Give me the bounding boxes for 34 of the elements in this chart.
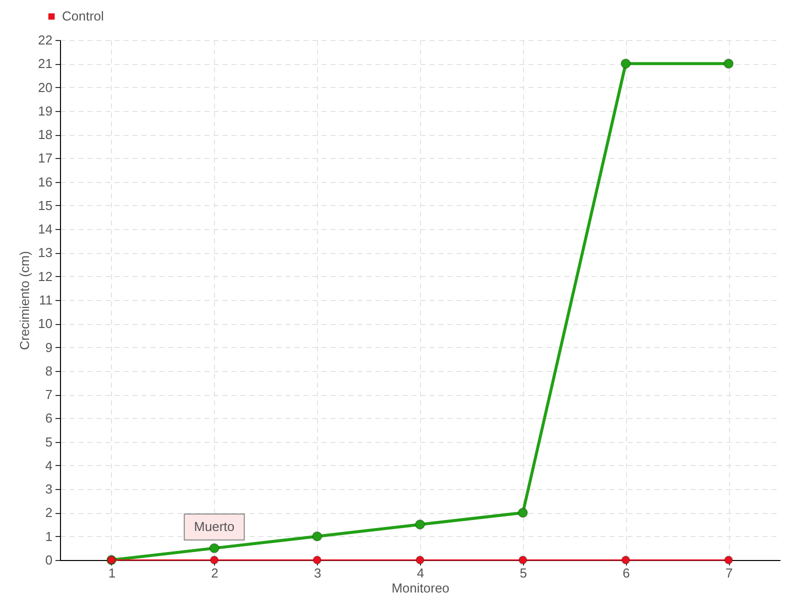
y-tick-label: 6 bbox=[45, 410, 52, 426]
y-tick-label: 10 bbox=[38, 316, 52, 332]
y-tick-label: 9 bbox=[45, 340, 52, 355]
y-tick-label: 13 bbox=[38, 245, 52, 260]
y-tick-label: 15 bbox=[38, 198, 52, 213]
y-tick-label: 0 bbox=[45, 552, 52, 568]
y-tick-label: 2 bbox=[45, 505, 52, 520]
y-tick-label: 16 bbox=[38, 174, 52, 190]
x-tick-label: 5 bbox=[520, 566, 527, 580]
y-tick-label: 5 bbox=[45, 434, 52, 450]
y-tick-label: 22 bbox=[38, 32, 52, 48]
y-tick-label: 7 bbox=[45, 387, 52, 402]
x-axis-title: Monitoreo bbox=[392, 580, 450, 596]
x-tick-label: 6 bbox=[622, 566, 630, 580]
legend-label: Control bbox=[62, 8, 104, 24]
y-tick-label: 4 bbox=[45, 458, 52, 473]
y-tick-label: 17 bbox=[38, 150, 52, 166]
y-tick-label: 3 bbox=[45, 482, 52, 497]
x-tick-label: 7 bbox=[725, 566, 733, 580]
x-tick-label: 1 bbox=[108, 566, 116, 580]
y-tick-label: 12 bbox=[38, 268, 52, 284]
annotation: Muerto bbox=[194, 519, 235, 534]
y-tick-label: 14 bbox=[38, 222, 52, 237]
y-tick-label: 21 bbox=[38, 56, 52, 72]
y-tick-label: 8 bbox=[45, 363, 52, 378]
y-tick-label: 1 bbox=[45, 528, 52, 544]
x-tick-label: 2 bbox=[211, 566, 218, 580]
y-tick-label: 20 bbox=[38, 80, 52, 95]
x-tick-label: 4 bbox=[416, 566, 424, 580]
y-tick-label: 18 bbox=[38, 127, 52, 142]
y-axis-title: Crecimiento (cm) bbox=[17, 251, 32, 350]
x-tick-label: 3 bbox=[314, 566, 322, 580]
y-tick-label: 19 bbox=[38, 103, 52, 118]
y-tick-label: 11 bbox=[39, 292, 52, 308]
